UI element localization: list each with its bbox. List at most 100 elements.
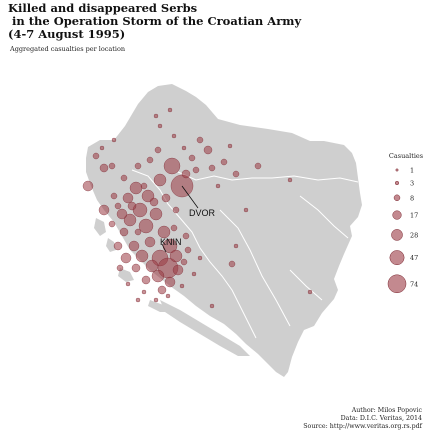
casualty-circle xyxy=(146,156,154,164)
casualty-circle xyxy=(149,197,159,207)
legend-circle xyxy=(395,168,399,172)
legend-title: Casualties xyxy=(388,152,424,160)
border-line xyxy=(219,209,291,327)
casualty-circle xyxy=(131,263,141,273)
casualty-circle xyxy=(114,202,122,210)
legend-label: 1 xyxy=(410,167,414,175)
casualty-circle xyxy=(108,162,116,170)
island xyxy=(94,218,106,236)
border-line xyxy=(131,169,257,339)
legend-symbols: 1 3 8 17 28 47 74 xyxy=(387,167,418,294)
island xyxy=(118,268,134,282)
legend-circle xyxy=(393,194,401,201)
casualty-circle xyxy=(153,173,167,187)
casualty-circle xyxy=(138,218,154,234)
border-line xyxy=(177,171,359,183)
casualty-circle xyxy=(129,181,143,195)
casualty-circle xyxy=(113,241,123,251)
legend-circle xyxy=(391,229,403,241)
casualty-circle xyxy=(254,162,262,170)
casualty-circle xyxy=(82,180,94,192)
place-annotations: DVOR KNIN xyxy=(160,185,216,253)
casualty-circle xyxy=(108,220,116,228)
casualty-circle xyxy=(197,255,203,261)
casualty-circle xyxy=(165,293,171,299)
legend-circle xyxy=(394,180,400,186)
casualty-circle xyxy=(172,264,184,276)
land-area xyxy=(86,84,362,377)
casualty-circle xyxy=(181,169,191,179)
place-label-dvor: DVOR xyxy=(189,208,216,218)
legend-circle xyxy=(389,250,405,266)
legend-circle xyxy=(387,274,407,294)
casualty-circle xyxy=(184,246,192,254)
casualty-circle xyxy=(122,192,134,204)
casualty-circle xyxy=(135,249,149,263)
casualty-circle xyxy=(145,259,159,273)
land-shape-east xyxy=(160,300,250,356)
map-subtitle: Aggregated casualties per location xyxy=(10,45,126,53)
casualty-circle xyxy=(157,285,167,295)
casualty-circle xyxy=(192,166,200,174)
place-label-knin: KNIN xyxy=(160,237,182,247)
casualty-circle xyxy=(307,289,313,295)
border-line xyxy=(289,269,323,301)
casualty-circle xyxy=(233,243,239,249)
casualty-circle xyxy=(172,206,180,214)
credits: Author: Milos Popovic Data: D.I.C. Verit… xyxy=(303,407,422,432)
casualty-circle xyxy=(167,107,173,113)
credit-author: Author: Milos Popovic xyxy=(351,407,422,414)
legend-circle xyxy=(392,210,402,220)
casualty-circle xyxy=(141,289,147,295)
casualty-circle xyxy=(135,297,141,303)
casualty-circle xyxy=(128,240,140,252)
casualty-circle xyxy=(163,157,181,175)
casualty-circle xyxy=(227,143,233,149)
dvor-leader-line xyxy=(181,185,199,209)
map-title: Killed and disappeared Serbs in the Oper… xyxy=(8,1,302,41)
casualty-circle xyxy=(125,281,131,287)
border-line xyxy=(299,195,349,239)
legend-label: 8 xyxy=(410,194,414,202)
casualty-circle xyxy=(164,276,176,288)
casualty-circle xyxy=(181,145,187,151)
casualty-circle xyxy=(196,136,204,144)
casualty-circles xyxy=(82,107,313,309)
casualty-circle xyxy=(99,145,105,151)
casualty-circle xyxy=(119,227,129,237)
casualty-circle xyxy=(203,145,213,155)
casualty-circle xyxy=(191,271,197,277)
casualty-circle xyxy=(161,193,171,203)
credit-data: Data: D.I.C. Veritas, 2014 xyxy=(340,415,422,423)
knin-leader-line xyxy=(161,243,167,253)
casualty-circle xyxy=(209,303,215,309)
borders xyxy=(131,169,359,339)
credit-source: Source: http://www.veritas.org.rs.pdf xyxy=(303,423,422,431)
casualty-circle xyxy=(169,249,183,263)
casualty-circle xyxy=(140,182,148,190)
casualty-circle xyxy=(116,208,128,220)
casualty-circle xyxy=(92,152,100,160)
casualty-circle xyxy=(151,269,165,283)
casualty-circle xyxy=(180,258,188,266)
casualty-circle xyxy=(134,228,142,236)
casualty-circle xyxy=(120,174,128,182)
casualty-circle xyxy=(154,146,162,154)
legend: Casualties 1 3 8 17 28 47 74 xyxy=(380,152,432,314)
casualty-circle xyxy=(188,154,196,162)
land-shape xyxy=(86,84,362,377)
casualty-circle xyxy=(153,297,159,303)
casualty-circle xyxy=(153,113,159,119)
casualty-circle xyxy=(144,236,156,248)
casualty-circle xyxy=(157,225,171,239)
casualty-circle xyxy=(170,224,178,232)
casualty-circle xyxy=(134,162,142,170)
legend-label: 74 xyxy=(410,280,418,288)
casualty-circle xyxy=(215,183,221,189)
casualty-circle xyxy=(208,164,216,172)
island xyxy=(148,300,170,312)
island xyxy=(106,238,116,252)
casualty-circle xyxy=(232,170,240,178)
casualty-circle xyxy=(110,192,118,200)
